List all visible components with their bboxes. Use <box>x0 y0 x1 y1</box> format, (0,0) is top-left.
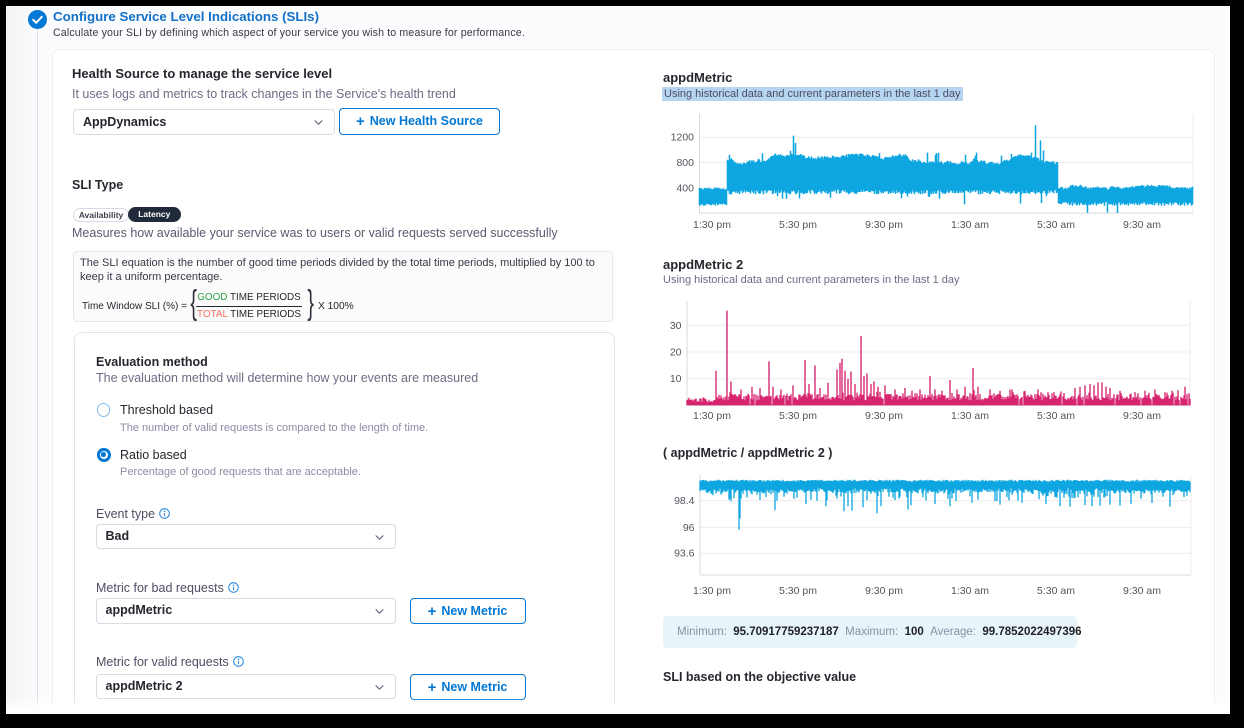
svg-text:1:30 am: 1:30 am <box>951 219 989 231</box>
svg-text:96: 96 <box>683 522 695 534</box>
svg-text:1:30 pm: 1:30 pm <box>693 585 731 597</box>
svg-text:800: 800 <box>676 157 694 169</box>
svg-text:10: 10 <box>670 373 682 385</box>
svg-text:5:30 am: 5:30 am <box>1037 585 1075 597</box>
svg-text:1:30 am: 1:30 am <box>951 585 989 597</box>
svg-text:98.4: 98.4 <box>674 495 695 507</box>
svg-text:9:30 pm: 9:30 pm <box>865 585 903 597</box>
svg-text:5:30 pm: 5:30 pm <box>779 585 817 597</box>
svg-text:1:30 pm: 1:30 pm <box>693 410 731 422</box>
svg-text:9:30 am: 9:30 am <box>1123 585 1161 597</box>
svg-text:9:30 pm: 9:30 pm <box>865 410 903 422</box>
svg-text:30: 30 <box>670 320 682 332</box>
svg-text:5:30 pm: 5:30 pm <box>779 410 817 422</box>
svg-text:9:30 pm: 9:30 pm <box>865 219 903 231</box>
svg-text:5:30 am: 5:30 am <box>1037 410 1075 422</box>
svg-text:93.6: 93.6 <box>674 548 695 560</box>
svg-text:400: 400 <box>676 182 694 194</box>
svg-text:5:30 pm: 5:30 pm <box>779 219 817 231</box>
svg-text:1200: 1200 <box>671 132 695 144</box>
svg-text:5:30 am: 5:30 am <box>1037 219 1075 231</box>
svg-text:1:30 am: 1:30 am <box>951 410 989 422</box>
svg-text:1:30 pm: 1:30 pm <box>693 219 731 231</box>
svg-text:20: 20 <box>670 347 682 359</box>
svg-text:9:30 am: 9:30 am <box>1123 219 1161 231</box>
svg-text:9:30 am: 9:30 am <box>1123 410 1161 422</box>
